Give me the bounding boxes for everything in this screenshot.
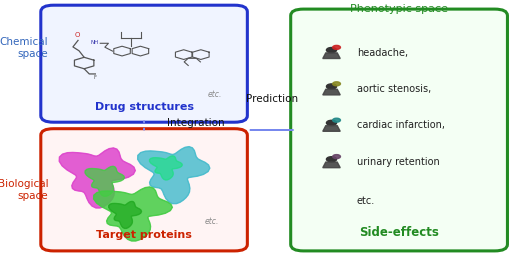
- Text: headache,: headache,: [356, 48, 407, 58]
- Text: O: O: [75, 32, 80, 38]
- Text: Chemical
space: Chemical space: [0, 37, 48, 59]
- Text: etc.: etc.: [205, 217, 219, 226]
- Text: etc.: etc.: [207, 90, 221, 99]
- Circle shape: [332, 118, 340, 122]
- Circle shape: [326, 84, 336, 89]
- Polygon shape: [322, 53, 340, 58]
- Polygon shape: [85, 166, 124, 196]
- Polygon shape: [59, 148, 135, 208]
- FancyBboxPatch shape: [41, 5, 247, 122]
- Polygon shape: [94, 187, 172, 241]
- Text: aortic stenosis,: aortic stenosis,: [356, 84, 431, 94]
- Polygon shape: [137, 147, 209, 204]
- Text: F: F: [94, 75, 97, 80]
- FancyBboxPatch shape: [41, 129, 247, 251]
- Polygon shape: [322, 89, 340, 95]
- Polygon shape: [322, 126, 340, 131]
- Circle shape: [326, 48, 336, 53]
- Text: etc.: etc.: [356, 197, 375, 206]
- Text: Phenotypic space: Phenotypic space: [349, 4, 447, 14]
- Text: urinary retention: urinary retention: [356, 157, 439, 167]
- Text: Biological
space: Biological space: [0, 179, 48, 201]
- Circle shape: [332, 82, 340, 86]
- Polygon shape: [322, 162, 340, 168]
- Text: Integration: Integration: [166, 118, 224, 128]
- Text: Side-effects: Side-effects: [358, 226, 438, 239]
- FancyBboxPatch shape: [290, 9, 506, 251]
- Text: NH: NH: [91, 40, 99, 44]
- Polygon shape: [108, 202, 141, 228]
- Circle shape: [332, 155, 340, 159]
- Polygon shape: [149, 156, 182, 180]
- Text: Drug structures: Drug structures: [94, 102, 193, 112]
- Circle shape: [332, 46, 340, 49]
- Circle shape: [326, 120, 336, 126]
- Circle shape: [326, 157, 336, 162]
- Text: Prediction: Prediction: [245, 94, 297, 104]
- Text: cardiac infarction,: cardiac infarction,: [356, 120, 444, 131]
- Text: Target proteins: Target proteins: [96, 231, 191, 240]
